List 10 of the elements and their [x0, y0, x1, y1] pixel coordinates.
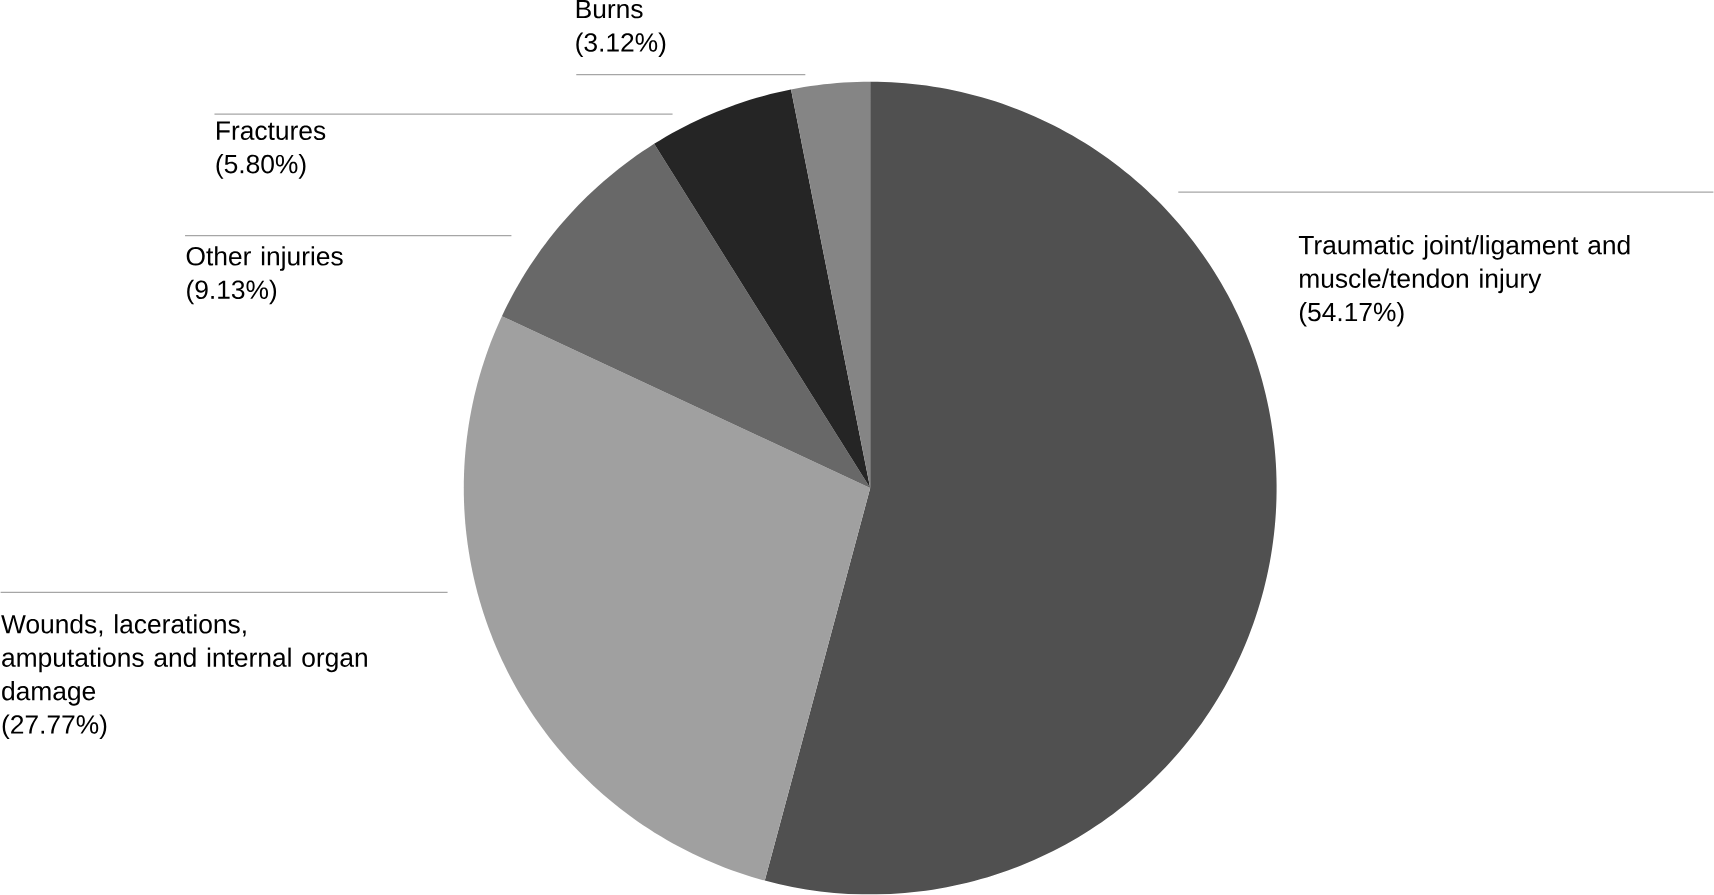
data-label: (27.77%): [2, 714, 107, 740]
slice-label: Burns: [576, 0, 643, 19]
data-label: (3.12%): [576, 32, 666, 58]
slice-label: Traumatic joint/ligament and muscle/tendon injury: [1298, 235, 1630, 294]
slice-label: Other injuries: [186, 246, 343, 272]
slice-label: Fractures: [217, 121, 326, 141]
data-label: (9.13%): [187, 279, 277, 305]
slice-label: Wounds, lacerations, amputations and internal organ damage: [1, 614, 367, 706]
data-label: (54.17%): [1299, 302, 1404, 327]
data-label: (5.80%): [216, 154, 306, 179]
